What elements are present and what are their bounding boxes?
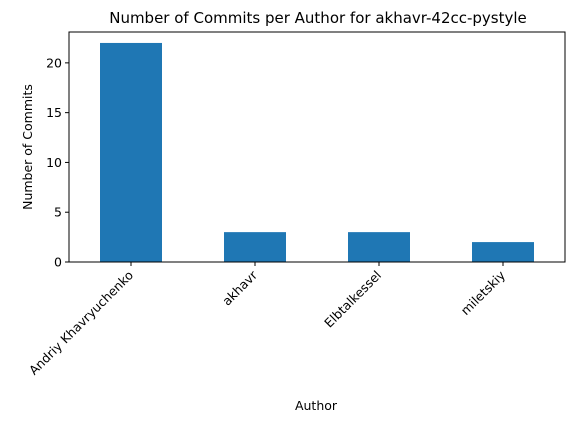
y-tick-label-1: 5 [54, 205, 62, 220]
x-tick-label-2: Elbtalkessel [321, 268, 384, 331]
y-tick-label-4: 20 [46, 55, 62, 70]
x-tick-label-1: akhavr [219, 267, 261, 309]
chart-title: Number of Commits per Author for akhavr-… [109, 9, 527, 27]
y-axis-label: Number of Commits [20, 84, 35, 210]
x-axis-label: Author [295, 398, 338, 413]
ticks-layer: 0 5 10 15 20 Andriy Khavryuchenko akhavr Elbtal… [26, 55, 509, 377]
x-tick-label-3: miletskiy [458, 267, 509, 318]
bar-0 [100, 43, 162, 262]
y-tick-label-0: 0 [54, 255, 62, 270]
x-tick-label-0: Andriy Khavryuchenko [26, 268, 136, 378]
y-tick-label-2: 10 [46, 155, 62, 170]
bar-1 [224, 232, 286, 262]
bars-layer [100, 43, 534, 262]
bar-2 [348, 232, 410, 262]
bar-3 [472, 242, 534, 262]
y-tick-label-3: 15 [46, 105, 62, 120]
